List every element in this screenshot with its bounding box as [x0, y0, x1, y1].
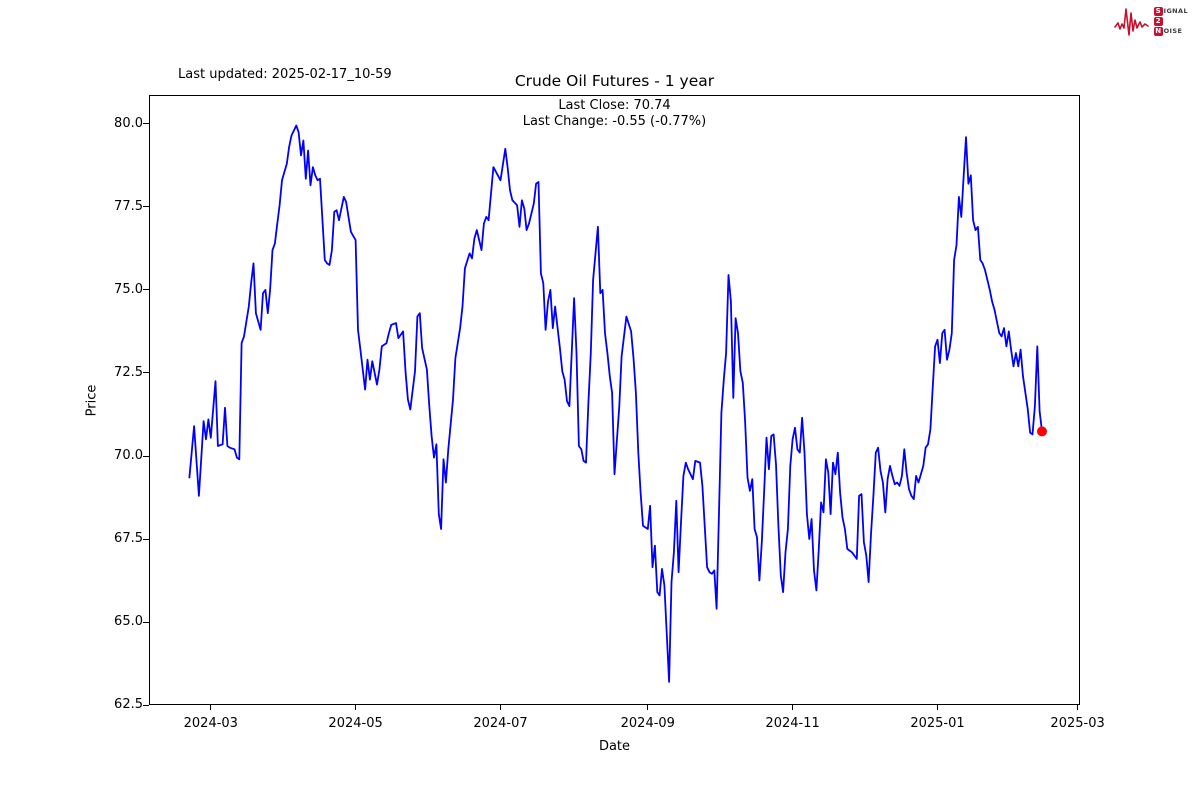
logo-text: S IGNAL 2 N OISE [1153, 6, 1188, 36]
x-tick-mark [792, 705, 794, 710]
last-price-marker [1037, 426, 1047, 437]
y-axis-label: Price [84, 384, 100, 417]
signal2noise-logo: S IGNAL 2 N OISE [1113, 5, 1188, 37]
x-tick-label: 2025-03 [1050, 716, 1105, 731]
ecg-waveform-icon [1113, 8, 1149, 36]
x-tick-mark [355, 705, 357, 710]
logo-row-noise: N OISE [1153, 26, 1188, 36]
x-tick-mark [647, 705, 649, 710]
x-axis-label: Date [598, 739, 631, 754]
logo-badge-s: S [1153, 6, 1163, 16]
y-tick-label: 77.5 [114, 198, 143, 214]
chart-title: Crude Oil Futures - 1 year [514, 72, 715, 90]
x-tick-label: 2024-11 [765, 716, 820, 731]
y-tick-label: 75.0 [114, 281, 143, 297]
x-tick-label: 2024-03 [183, 716, 238, 731]
y-tick-mark [143, 206, 149, 208]
logo-row-2: 2 [1153, 16, 1188, 26]
annotation-box: Last Close: 70.74 Last Change: -0.55 (-0… [150, 98, 1079, 130]
y-tick-mark [143, 289, 149, 291]
x-tick-label: 2024-07 [473, 716, 528, 731]
y-tick-mark [143, 455, 149, 457]
last-updated-text: Last updated: 2025-02-17_10-59 [178, 67, 392, 82]
logo-row-signal: S IGNAL [1153, 6, 1188, 16]
plot-area: Last Close: 70.74 Last Change: -0.55 (-0… [149, 95, 1080, 705]
y-tick-mark [143, 704, 149, 706]
logo-rest-ignal: IGNAL [1163, 7, 1188, 15]
price-line [188, 124, 1043, 683]
price-line-canvas [188, 124, 1047, 683]
y-tick-label: 62.5 [114, 697, 143, 712]
y-tick-mark [143, 123, 149, 125]
logo-badge-2: 2 [1153, 16, 1163, 26]
y-tick-mark [143, 621, 149, 623]
annotation-last-close: Last Close: 70.74 [558, 98, 671, 113]
annotation-last-change: Last Change: -0.55 (-0.77%) [522, 114, 707, 129]
logo-badge-n: N [1153, 26, 1163, 36]
x-tick-mark [1077, 705, 1079, 710]
x-tick-label: 2025-01 [910, 716, 965, 731]
y-tick-mark [143, 538, 149, 540]
x-tick-label: 2024-09 [620, 716, 675, 731]
x-tick-mark [500, 705, 501, 710]
logo-rest-oise: OISE [1163, 27, 1183, 35]
y-tick-label: 67.5 [114, 531, 143, 546]
y-tick-label: 65.0 [114, 614, 143, 629]
x-tick-mark [937, 705, 938, 710]
y-tick-mark [143, 372, 149, 374]
x-tick-label: 2024-05 [328, 716, 383, 731]
y-tick-label: 80.0 [114, 115, 143, 131]
y-tick-label: 72.5 [114, 364, 143, 380]
y-tick-label: 70.0 [114, 448, 143, 463]
x-tick-mark [210, 705, 212, 710]
